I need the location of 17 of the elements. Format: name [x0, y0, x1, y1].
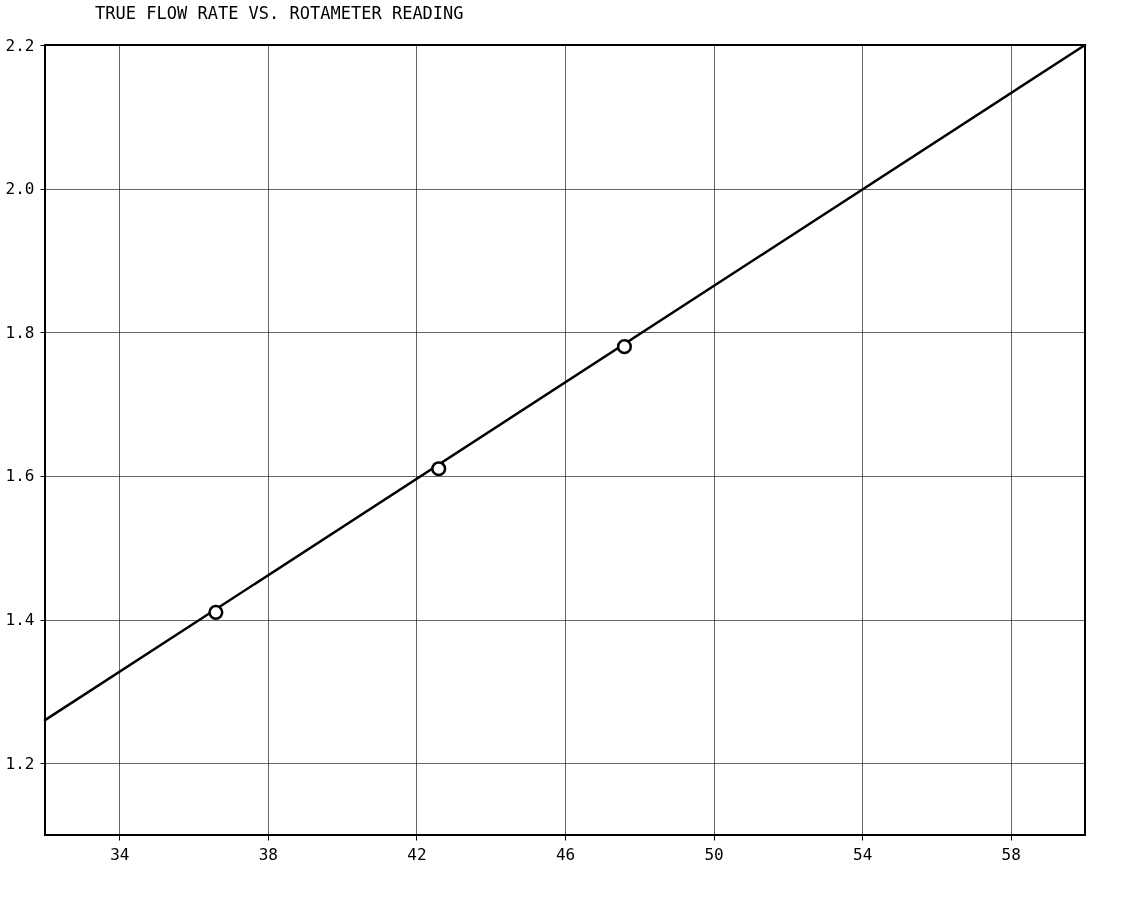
x-tick-label: 58: [1001, 844, 1021, 864]
x-tick-label: 42: [407, 844, 427, 864]
point: [208, 604, 224, 620]
y-tick-label: 1.8: [5, 322, 35, 342]
x-tick-label: 34: [110, 844, 130, 864]
x-tick-label: 46: [555, 844, 576, 864]
point: [616, 339, 632, 355]
chart-title: TRUE FLOW RATE VS. ROTAMETER READING: [95, 3, 464, 23]
y-tick-label: 2.0: [5, 179, 35, 199]
y-tick-label: 1.2: [5, 753, 35, 773]
y-tick-label: 2.2: [5, 35, 35, 55]
x-tick-label: 54: [853, 844, 873, 864]
x-tick-label: 38: [258, 844, 278, 864]
x-tick-label: 50: [704, 844, 724, 864]
point: [431, 461, 447, 477]
y-tick-label: 1.4: [5, 610, 35, 630]
y-tick-label: 1.6: [5, 466, 35, 486]
